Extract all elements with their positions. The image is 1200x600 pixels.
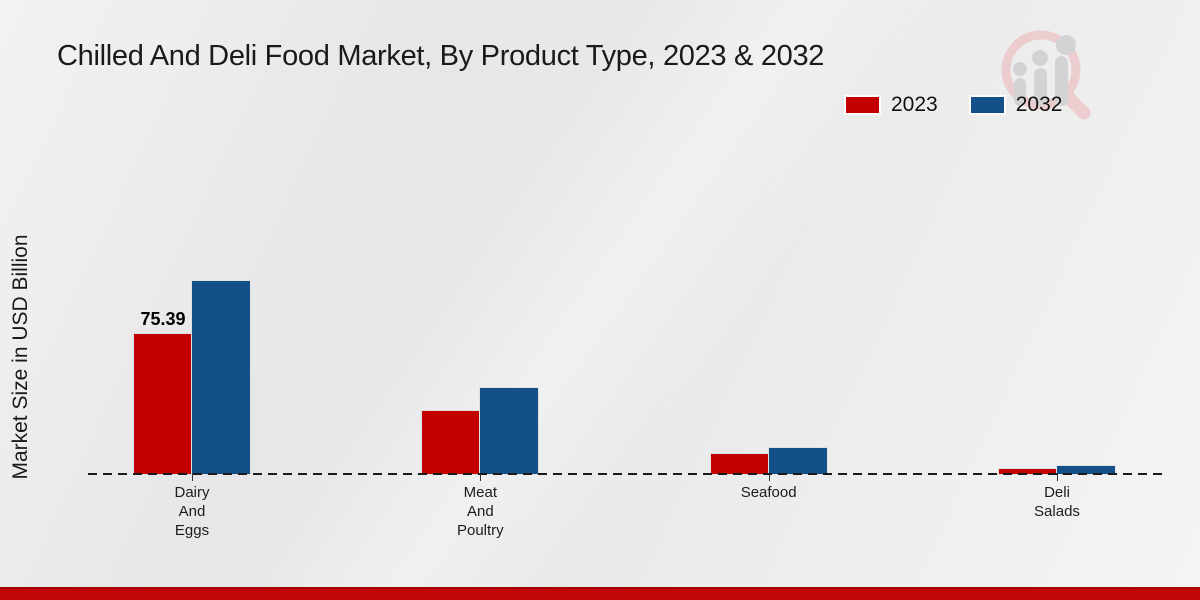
category-label: Deli Salads (1034, 484, 1080, 520)
legend-item-2023: 2023 (846, 93, 938, 117)
x-axis-tick (1056, 474, 1058, 481)
bar-2023-dairy-and-eggs (134, 334, 192, 474)
bar-value-label: 75.39 (140, 309, 186, 329)
plot-area: Dairy And Eggs Meat And Poultry Seafood Deli Sal… (88, 260, 1163, 539)
x-axis-tick (192, 474, 193, 481)
y-axis-label: Market Size in USD Billion (9, 234, 32, 480)
bar-2032-meat-and-poultry (480, 387, 539, 474)
bar-2023-meat-and-poultry (422, 410, 481, 474)
category-label: Dairy And Eggs (174, 484, 210, 539)
bar-2032-seafood (768, 448, 827, 474)
legend-label-2032: 2032 (1015, 93, 1063, 116)
bar-2032-dairy-and-eggs (192, 280, 250, 474)
category-label: Seafood (740, 484, 797, 501)
legend-swatch-2023 (846, 97, 879, 113)
x-axis-tick (480, 474, 482, 481)
bar-2023-deli-salads (998, 469, 1057, 474)
x-axis-line (88, 473, 1163, 475)
legend-swatch-2032 (970, 97, 1004, 113)
x-axis-tick (768, 474, 770, 481)
chart-title: Chilled And Deli Food Market, By Product… (57, 40, 825, 72)
category-label: Meat And Poultry (456, 484, 504, 539)
magnifier-bar-chart-logo-icon (1001, 30, 1091, 120)
footer-red-strip (0, 587, 1200, 600)
bar-2023-seafood (710, 453, 769, 474)
legend-label-2023: 2023 (891, 93, 938, 116)
bar-2032-deli-salads (1056, 465, 1115, 474)
legend: 2023 2032 (846, 93, 1062, 117)
legend-item-2032: 2032 (970, 93, 1063, 117)
